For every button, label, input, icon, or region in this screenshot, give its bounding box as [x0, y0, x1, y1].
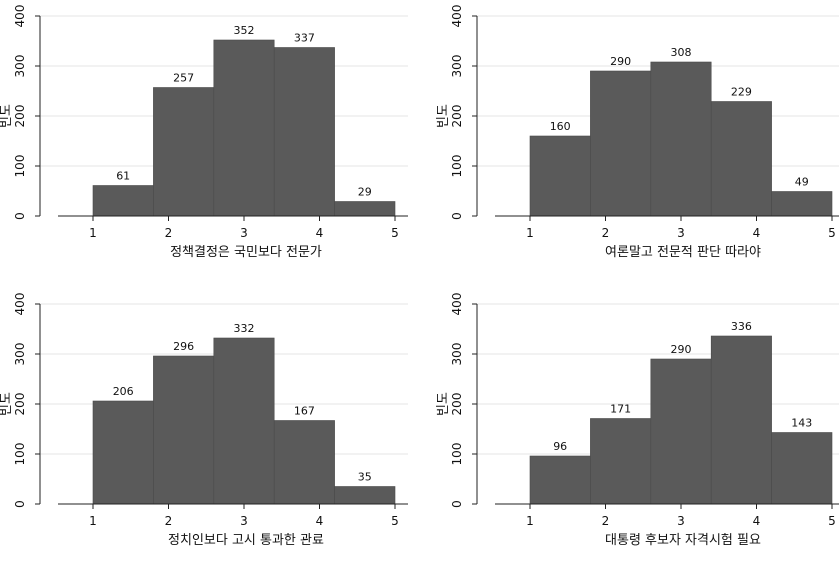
x-tick-label: 3 — [240, 514, 248, 528]
x-axis-label: 정치인보다 고시 통과한 관료 — [168, 533, 324, 548]
histogram-bar — [710, 335, 772, 505]
histogram-bar — [153, 355, 215, 505]
y-axis-label: 빈도 — [436, 392, 451, 416]
x-tick-label: 1 — [89, 226, 97, 240]
bar-value-label: 352 — [234, 24, 255, 37]
histogram-bar — [273, 47, 335, 217]
x-axis-label: 정책결정은 국민보다 전문가 — [170, 245, 322, 260]
histogram-bar — [334, 201, 396, 217]
y-tick-label: 200 — [13, 105, 27, 128]
x-tick-label: 5 — [391, 514, 399, 528]
bar-value-label: 167 — [294, 405, 315, 418]
bar-value-label: 143 — [791, 417, 812, 430]
histogram-bar — [590, 418, 652, 505]
bar-value-label: 49 — [795, 176, 809, 189]
bar-value-label: 171 — [610, 403, 631, 416]
y-tick-label: 400 — [13, 5, 27, 28]
x-tick-label: 1 — [89, 514, 97, 528]
bar-value-label: 290 — [610, 55, 631, 68]
bar-value-label: 206 — [113, 385, 134, 398]
histogram-bar — [213, 39, 275, 217]
histogram-bar — [650, 358, 712, 505]
x-axis-label: 여론말고 전문적 판단 따라야 — [605, 245, 761, 260]
bar-value-label: 160 — [550, 120, 571, 133]
y-tick-label: 400 — [450, 5, 464, 28]
histogram-bar — [771, 432, 833, 505]
x-tick-label: 3 — [240, 226, 248, 240]
bar-value-label: 229 — [731, 86, 752, 99]
y-tick-label: 100 — [450, 155, 464, 178]
bar-value-label: 332 — [234, 322, 255, 335]
x-tick-label: 3 — [677, 514, 685, 528]
y-axis-label: 빈도 — [0, 104, 14, 128]
x-tick-label: 2 — [165, 514, 173, 528]
y-tick-label: 200 — [450, 105, 464, 128]
y-tick-label: 300 — [450, 55, 464, 78]
bar-value-label: 337 — [294, 32, 315, 45]
histogram-bar — [213, 337, 275, 505]
bar-value-label: 257 — [173, 72, 194, 85]
histogram-panel-4: 96 171 290 336 143 0 100 200 300 400 빈도 1 2 3 4 5 대통령 후보… — [436, 293, 839, 548]
histogram-bar — [334, 486, 396, 505]
x-axis-label: 대통령 후보자 자격시험 필요 — [605, 533, 761, 548]
bar-value-label: 296 — [173, 340, 194, 353]
histogram-bar — [92, 185, 154, 217]
x-tick-label: 3 — [677, 226, 685, 240]
y-tick-label: 300 — [450, 343, 464, 366]
x-tick-label: 1 — [526, 514, 534, 528]
y-tick-label: 300 — [13, 55, 27, 78]
histogram-panel-1: 61 257 352 337 29 0 100 200 300 400 빈도 1 2 3 4 5 정책결정은 국… — [0, 5, 408, 260]
histogram-bar — [529, 455, 591, 505]
histogram-bar — [590, 70, 652, 217]
x-tick-label: 4 — [753, 226, 761, 240]
bar-value-label: 35 — [358, 471, 372, 484]
histogram-bar — [273, 420, 335, 505]
histogram-panel-2: 160 290 308 229 49 0 100 200 300 400 빈도 1 2 3 4 5 여론말고 전… — [436, 5, 839, 260]
y-tick-label: 200 — [450, 393, 464, 416]
bar-value-label: 290 — [671, 343, 692, 356]
y-tick-label: 0 — [13, 212, 27, 220]
histogram-panel-3: 206 296 332 167 35 0 100 200 300 400 빈도 1 2 3 4 5 정치인보다 … — [0, 293, 408, 548]
bar-value-label: 308 — [671, 46, 692, 59]
y-tick-label: 400 — [450, 293, 464, 316]
bar-value-label: 61 — [116, 170, 130, 183]
histogram-bar — [650, 61, 712, 217]
histogram-bar — [92, 400, 154, 505]
y-tick-label: 300 — [13, 343, 27, 366]
x-tick-label: 4 — [316, 226, 324, 240]
x-tick-label: 2 — [602, 514, 610, 528]
y-tick-label: 0 — [450, 212, 464, 220]
histogram-bar — [710, 101, 772, 217]
x-tick-label: 4 — [753, 514, 761, 528]
x-tick-label: 1 — [526, 226, 534, 240]
x-tick-label: 2 — [602, 226, 610, 240]
y-tick-label: 100 — [13, 155, 27, 178]
x-tick-label: 5 — [391, 226, 399, 240]
x-tick-label: 4 — [316, 514, 324, 528]
bar-value-label: 29 — [358, 186, 372, 199]
y-axis-label: 빈도 — [436, 104, 451, 128]
y-tick-label: 0 — [450, 500, 464, 508]
histogram-bar — [529, 135, 591, 217]
y-tick-label: 400 — [13, 293, 27, 316]
x-tick-label: 5 — [828, 226, 836, 240]
x-tick-label: 5 — [828, 514, 836, 528]
y-tick-label: 100 — [13, 443, 27, 466]
y-tick-label: 0 — [13, 500, 27, 508]
histogram-bar — [153, 87, 215, 217]
bar-value-label: 336 — [731, 320, 752, 333]
bar-value-label: 96 — [553, 440, 567, 453]
y-tick-label: 100 — [450, 443, 464, 466]
y-axis-label: 빈도 — [0, 392, 14, 416]
histogram-bar — [771, 191, 833, 217]
x-tick-label: 2 — [165, 226, 173, 240]
y-tick-label: 200 — [13, 393, 27, 416]
